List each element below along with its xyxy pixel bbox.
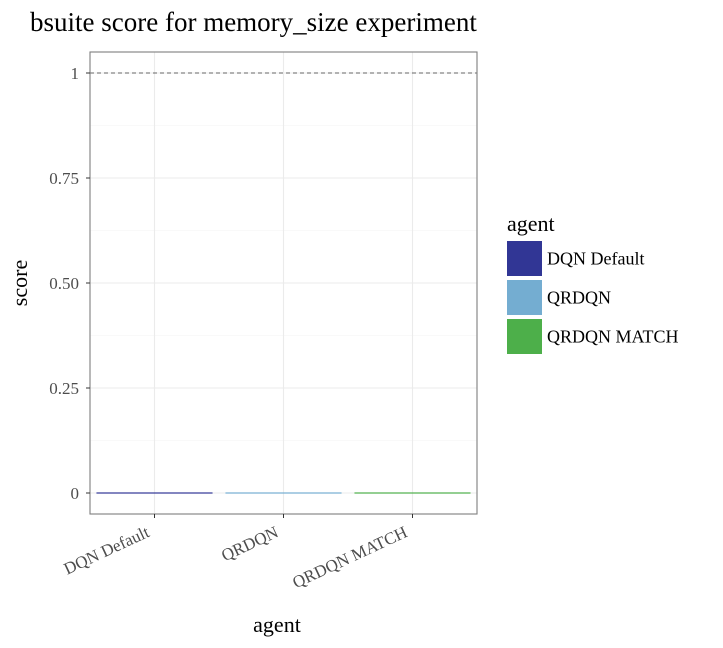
legend-key bbox=[507, 319, 542, 354]
x-axis-title: agent bbox=[253, 612, 301, 637]
y-tick-label: 0.25 bbox=[49, 379, 79, 398]
y-tick-label: 0 bbox=[71, 484, 80, 503]
x-tick-label: DQN Default bbox=[61, 522, 153, 578]
y-axis-title: score bbox=[7, 260, 32, 306]
x-tick-label: QRDQN MATCH bbox=[290, 522, 411, 592]
y-tick-label: 0.50 bbox=[49, 274, 79, 293]
bar-qrdqn-match bbox=[354, 492, 471, 494]
legend-label: QRDQN bbox=[547, 288, 611, 308]
bar-dqn-default bbox=[96, 492, 213, 494]
x-axis: DQN Default QRDQN QRDQN MATCH bbox=[61, 514, 413, 592]
bar-qrdqn bbox=[225, 492, 342, 494]
bars bbox=[96, 492, 471, 494]
legend-label: DQN Default bbox=[547, 249, 644, 269]
y-tick-label: 0.75 bbox=[49, 169, 79, 188]
legend-key bbox=[507, 241, 542, 276]
legend-label: QRDQN MATCH bbox=[547, 327, 679, 347]
legend-title: agent bbox=[507, 211, 555, 236]
y-tick-label: 1 bbox=[71, 64, 80, 83]
y-axis: 0 0.25 0.50 0.75 1 bbox=[49, 64, 90, 503]
x-tick-label: QRDQN bbox=[218, 522, 281, 565]
legend-key bbox=[507, 280, 542, 315]
chart-title: bsuite score for memory_size experiment bbox=[30, 7, 477, 37]
legend: agent DQN Default QRDQN QRDQN MATCH bbox=[507, 211, 679, 354]
plot-panel bbox=[89, 51, 478, 515]
